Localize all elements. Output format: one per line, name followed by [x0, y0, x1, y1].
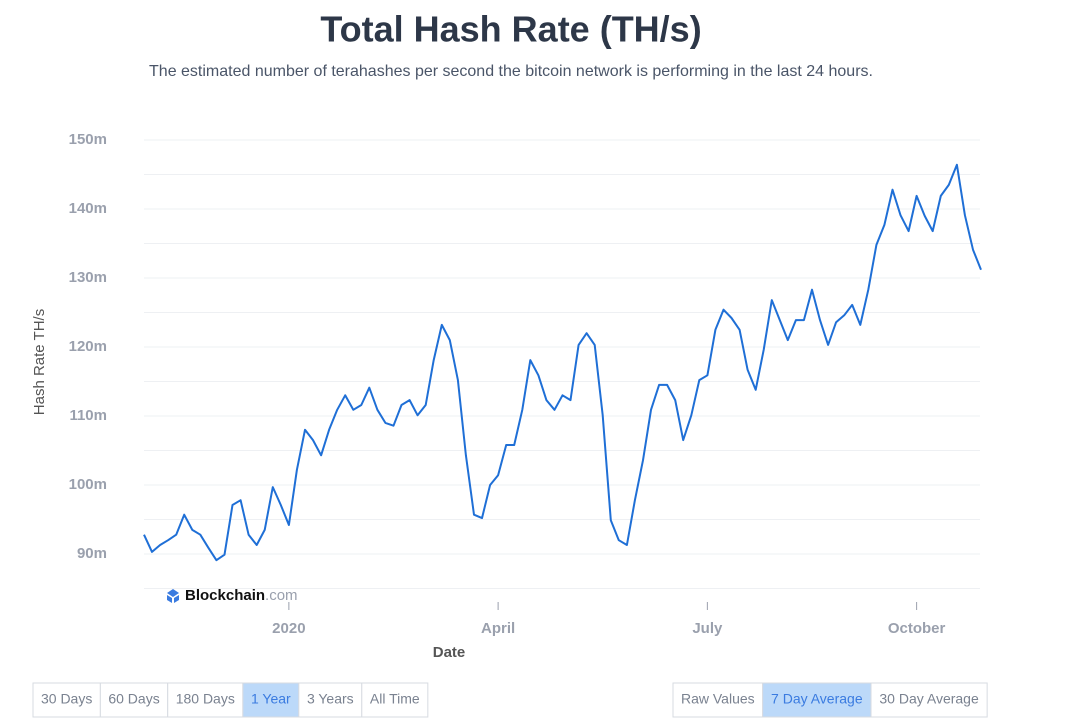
y-tick-label: 150m [69, 131, 107, 148]
x-tick-label: 2020 [272, 620, 305, 637]
button-label[interactable]: 180 Days [176, 691, 235, 707]
logo-name: Blockchain [185, 587, 265, 604]
y-tick-label: 110m [69, 407, 107, 424]
y-tick-label: 120m [69, 338, 107, 355]
x-tick-label: July [692, 620, 723, 637]
button-label[interactable]: 7 Day Average [771, 691, 863, 707]
data-line [143, 163, 982, 562]
button-label[interactable]: 30 Days [41, 691, 92, 707]
range-button[interactable] [99, 682, 169, 718]
range-button[interactable] [762, 682, 872, 718]
range-button[interactable] [870, 682, 988, 718]
logo-icon [167, 589, 179, 603]
button-label[interactable]: 1 Year [251, 691, 291, 707]
chart-title: Total Hash Rate (TH/s) [320, 9, 701, 50]
button-group: Raw Values 7 Day Average 30 Day Average [672, 682, 988, 718]
x-tick-label: April [481, 620, 515, 637]
chart-subtitle: The estimated number of terahashes per s… [149, 63, 873, 80]
x-tick-label: October [888, 620, 946, 637]
y-tick-label: 140m [69, 200, 107, 217]
y-axis-label: Hash Rate TH/s [31, 309, 48, 415]
button-label[interactable]: 3 Years [307, 691, 354, 707]
button-label[interactable]: 30 Day Average [879, 691, 979, 707]
y-tick-label: 100m [69, 476, 107, 493]
y-tick-label: 90m [77, 545, 107, 562]
watermark: Blockchain.com [167, 587, 298, 604]
range-button[interactable] [242, 682, 300, 718]
logo-text: Blockchain.com [185, 587, 298, 604]
x-axis-label: Date [433, 644, 466, 661]
button-label[interactable]: 60 Days [108, 691, 159, 707]
y-tick-label: 130m [69, 269, 107, 286]
logo-suffix: .com [265, 587, 298, 604]
button-group: 30 Days 60 Days 180 Days 1 Year 3 Years All T… [32, 682, 429, 718]
range-button[interactable] [361, 682, 429, 718]
button-label[interactable]: Raw Values [681, 691, 755, 707]
button-label[interactable]: All Time [370, 691, 420, 707]
